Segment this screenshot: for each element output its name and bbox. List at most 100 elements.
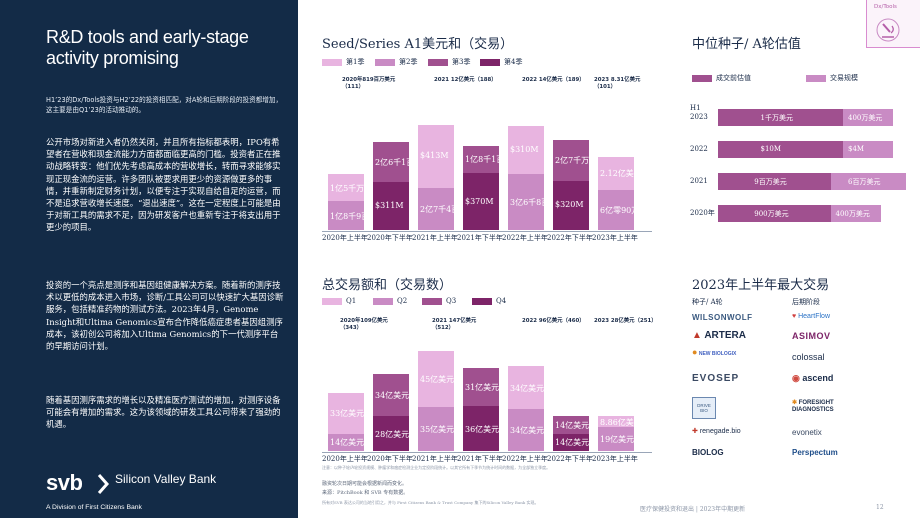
valuation-bar-label-1-0: $10M	[760, 145, 782, 153]
logo-subtitle: A Division of First Citizens Bank	[46, 504, 142, 511]
seed-bar-label-3-1: 1亿8千1百万美元	[465, 155, 529, 165]
seed-xtick-6: 2023年上半年	[592, 234, 638, 242]
valuation-title: 中位种子/ A轮估值	[692, 37, 801, 52]
seed-xtick-1: 2020年下半年	[367, 234, 413, 242]
total-xtick-3: 2021年下半年	[457, 455, 503, 463]
seed-bar-3-第4季	[463, 173, 499, 230]
category-tag-label: Dx/Tools	[874, 4, 897, 10]
seed-bar-label-6-0: 6亿零90万美元	[600, 205, 656, 215]
paragraph-1: 公开市场对新进入者仍然关闭，并且所有指标都表明，IPO有希望者在营收和现金流能力…	[46, 137, 281, 233]
seed-bar-0-第2季	[328, 201, 364, 230]
seed-xtick-5: 2022年下半年	[547, 234, 593, 242]
total-bar-label-0-1: 33亿美元	[330, 409, 365, 419]
deal-late-6: evonetix	[792, 428, 822, 437]
deal-seed-6: ✚ renegade.bio	[692, 428, 741, 435]
source-line-1: 融资轮次日期可能会根据新闻而变化。	[322, 481, 408, 487]
total-bar-label-3-1: 31亿美元	[465, 382, 500, 392]
deal-seed-1: WILSONWOLF	[692, 313, 753, 322]
seed-xtick-0: 2020年上半年	[322, 234, 368, 242]
logo-wordmark: svb	[46, 470, 83, 495]
valuation-bar-label-2-1: 6百万美元	[848, 178, 881, 186]
microscope-icon	[876, 18, 900, 42]
paragraph-3: 随着基因测序需求的增长以及精准医疗测试的增加，对测序设备可能会有增加的需求。这为…	[46, 395, 281, 430]
total-bar-label-5-1: 14亿美元	[555, 420, 590, 430]
seed-bar-label-5-0: $320M	[555, 200, 584, 210]
total-bar-0-Q1	[328, 392, 364, 434]
valuation-bar-label-3-0: 900万美元	[754, 210, 789, 218]
left-panel: R&D tools and early-stage activity promi…	[0, 0, 298, 518]
seed-bar-label-1-1: 2亿6千1百万美元	[375, 158, 439, 168]
source-line-3: 所有对SVB 表达公司的当地引用之，并与 First Citizens Bank…	[322, 500, 539, 505]
seed-bar-label-0-1: 1亿5千万美元	[330, 183, 381, 193]
total-bar-3-Q3	[463, 367, 499, 407]
seed-bar-2-第1季	[418, 124, 454, 188]
total-xtick-2: 2021年上半年	[412, 455, 458, 463]
total-bar-2-Q1	[418, 351, 454, 408]
total-bar-4-Q2	[508, 408, 544, 451]
total-bar-label-4-0: 34亿美元	[510, 425, 545, 435]
seed-bar-label-1-0: $311M	[375, 201, 404, 211]
seed-bar-label-0-0: 1亿8千9百万美元	[330, 211, 394, 221]
total-bar-label-1-1: 34亿美元	[375, 391, 410, 400]
valuation-bar-label-0-1: 400万美元	[848, 114, 883, 122]
total-legend-q2: Q2	[373, 297, 407, 305]
footer-text: 医疗保健投资和退出 | 2023年中期更新	[640, 506, 746, 513]
total-bar-label-1-0: 28亿美元	[375, 429, 410, 439]
total-footnote: 注意：以种子轮/A轮投资规模、肿瘤学和癌症检测企业为定投阶段统计。以其它所有下季…	[322, 465, 551, 470]
seed-annotation-2021: 2021 12亿美元（188）	[434, 77, 497, 83]
seed-legend-q3: 第3季	[428, 57, 470, 67]
intro-text: H1’23的Dx/Tools投资与H2’22的投资相匹配，对A轮和后期阶段的投资…	[46, 96, 283, 114]
seed-bar-4-第1季	[508, 126, 544, 174]
seed-bar-1-第3季	[373, 142, 409, 183]
total-xtick-5: 2022年下半年	[547, 455, 593, 463]
seed-bar-0-第1季	[328, 174, 364, 201]
valuation-year-0: H1 2023	[690, 104, 708, 121]
total-bar-label-2-0: 35亿美元	[420, 425, 455, 435]
total-bar-label-3-0: 36亿美元	[465, 424, 500, 434]
seed-xtick-3: 2021年下半年	[457, 234, 503, 242]
valuation-bar-1-pre	[718, 141, 843, 158]
total-bar-4-Q1	[508, 366, 544, 409]
deal-late-3: colossal	[792, 352, 825, 362]
total-legend-q1: Q1	[322, 297, 356, 305]
total-bar-label-4-1: 34亿美元	[510, 383, 545, 393]
total-bar-6-Q2	[598, 427, 634, 451]
total-bar-5-Q4	[553, 433, 589, 451]
total-legend-q3: Q3	[422, 297, 456, 305]
valuation-bar-2-pre	[718, 173, 831, 190]
page-number: 12	[876, 504, 884, 511]
deal-late-4: ◉ ascend	[792, 373, 834, 383]
valuation-year-2: 2021	[690, 177, 708, 185]
deal-late-1: ♥ HeartFlow	[792, 313, 831, 320]
total-bar-2-Q2	[418, 407, 454, 451]
seed-bar-label-2-0: 2亿7千4百万美元	[420, 204, 484, 214]
seed-legend-q4: 第4季	[480, 57, 522, 67]
total-bar-1-Q4	[373, 416, 409, 451]
total-annotation-2023: 2023 28亿美元（251）	[594, 318, 657, 324]
deal-seed-3: ● NEW BIOLOGIX	[692, 347, 737, 358]
logo-name: Silicon Valley Bank	[115, 472, 217, 486]
valuation-bar-label-0-0: 1千万美元	[760, 114, 793, 122]
total-x-axis	[322, 452, 652, 453]
total-xtick-1: 2020年下半年	[367, 455, 413, 463]
seed-bar-6-第1季	[598, 157, 634, 190]
deal-late-5: ✱ FORESIGHT DIAGNOSTICS	[792, 400, 834, 413]
total-annotation-2020: 2020年109亿美元（343）	[340, 318, 388, 331]
seed-bar-label-3-0: $370M	[465, 196, 494, 206]
valuation-legend-deal: 交易规模	[806, 73, 858, 83]
total-bar-label-2-1: 45亿美元	[420, 375, 455, 385]
seed-bar-label-4-1: $310M	[510, 144, 539, 154]
total-legend-q4: Q4	[472, 297, 506, 305]
total-bar-label-6-1: 8.86亿美元	[600, 418, 642, 428]
valuation-legend-pre: 成交前估值	[692, 73, 751, 83]
seed-annotation-2022: 2022 14亿美元（189）	[522, 77, 585, 83]
total-bar-label-6-0: 19亿美元	[600, 435, 635, 445]
valuation-bar-2-deal	[830, 173, 906, 190]
seed-chart-title: Seed/Series A1美元和（交易）	[322, 37, 514, 52]
total-annotation-2022: 2022 96亿美元（460）	[522, 318, 585, 324]
seed-legend-q2: 第2季	[375, 57, 417, 67]
deals-late-header: 后期阶段	[792, 298, 820, 306]
total-xtick-0: 2020年上半年	[322, 455, 368, 463]
seed-annotation-2023: 2023 8.31亿美元（101）	[594, 77, 641, 90]
total-bar-3-Q4	[463, 406, 499, 451]
